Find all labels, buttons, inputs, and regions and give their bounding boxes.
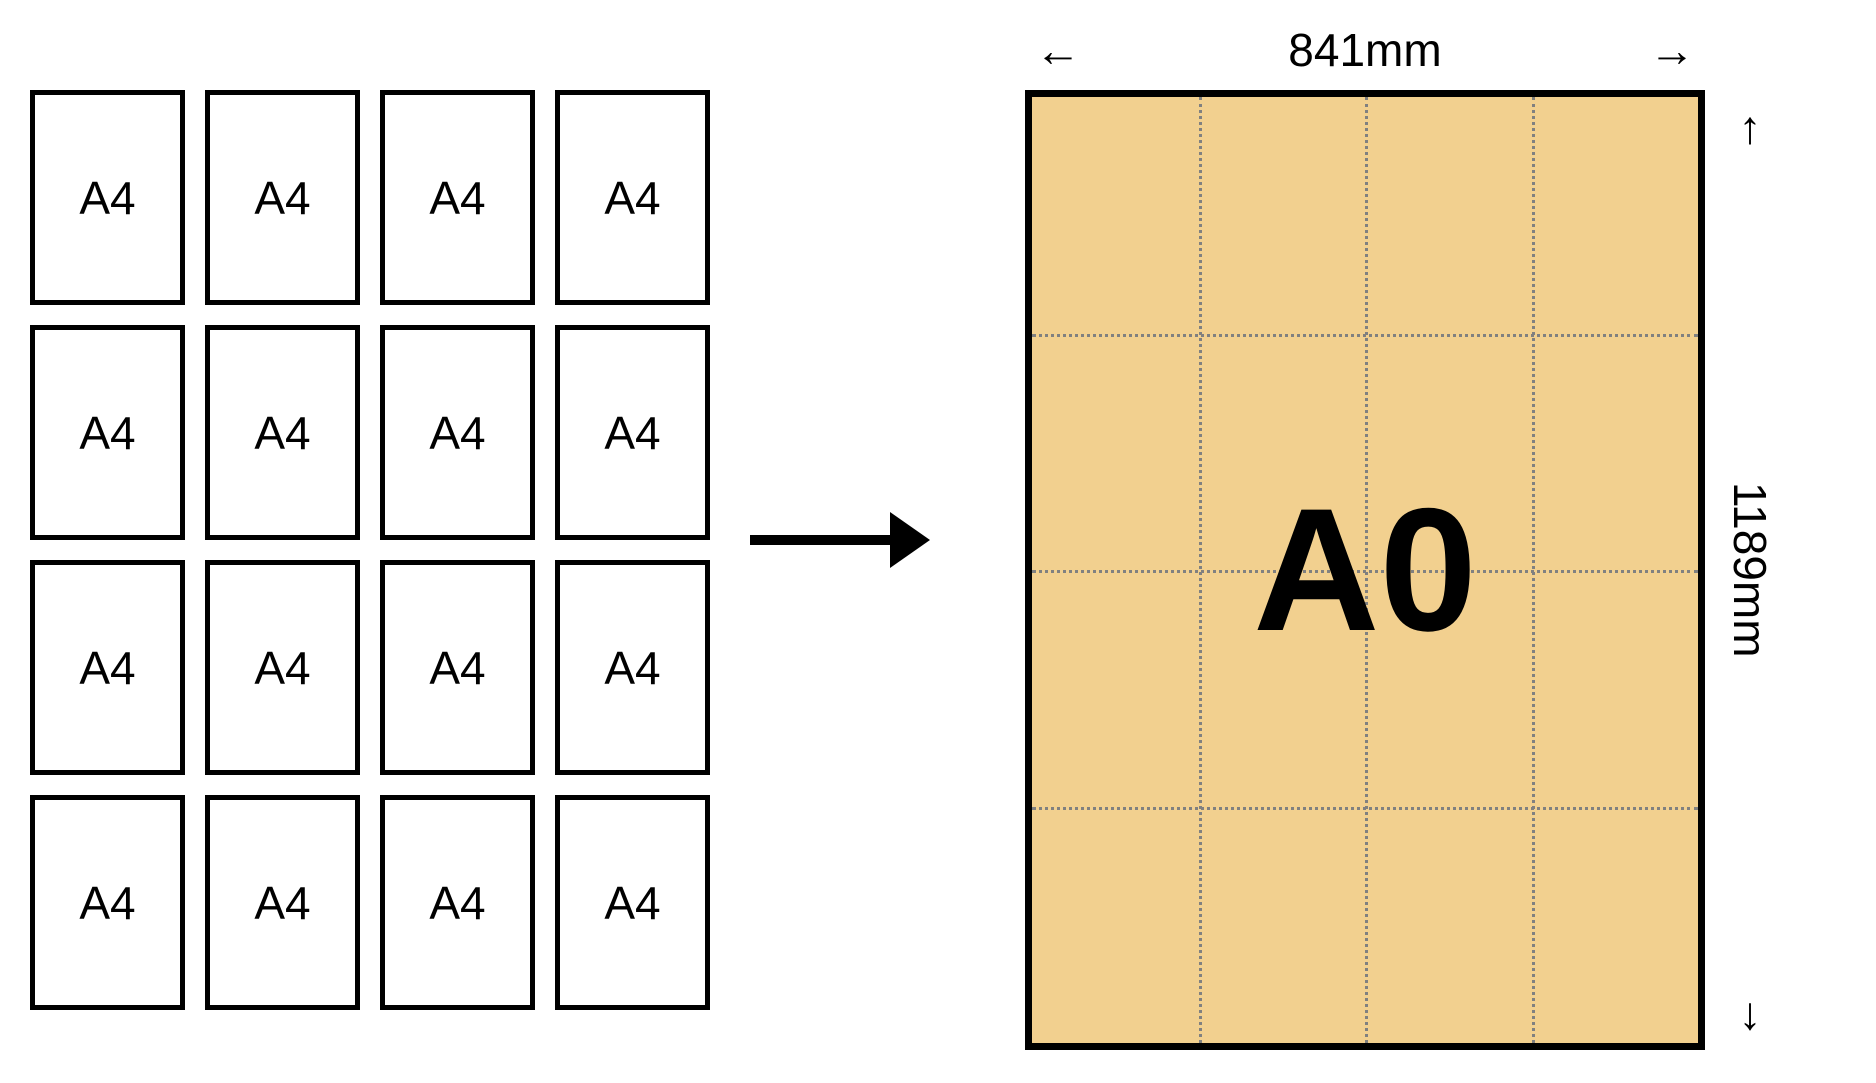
arrow-down-icon: ↓ (1739, 986, 1762, 1040)
a4-cell: A4 (380, 795, 535, 1010)
a4-cell: A4 (555, 795, 710, 1010)
a4-cell: A4 (380, 325, 535, 540)
width-dimension: ← 841mm → (1035, 20, 1695, 80)
arrow-left-icon: ← (1035, 23, 1081, 77)
a4-cell: A4 (555, 560, 710, 775)
height-dimension: ↑ 1189mm ↓ (1720, 100, 1780, 1040)
a4-cell: A4 (30, 90, 185, 305)
a4-cell: A4 (30, 795, 185, 1010)
a4-cell: A4 (205, 560, 360, 775)
diagram-canvas: A4A4A4A4A4A4A4A4A4A4A4A4A4A4A4A4 ← 841mm… (0, 0, 1876, 1083)
arrow-right-icon: → (1649, 23, 1695, 77)
a4-cell: A4 (30, 325, 185, 540)
a4-grid: A4A4A4A4A4A4A4A4A4A4A4A4A4A4A4A4 (30, 90, 710, 1010)
height-label: 1189mm (1723, 482, 1777, 658)
a0-label: A0 (1253, 470, 1477, 671)
a4-cell: A4 (380, 560, 535, 775)
width-label: 841mm (1288, 23, 1441, 77)
a4-cell: A4 (555, 90, 710, 305)
arrow-right-icon (750, 490, 930, 590)
a4-cell: A4 (205, 90, 360, 305)
a0-sheet: A0 (1025, 90, 1705, 1050)
a4-cell: A4 (205, 325, 360, 540)
a4-cell: A4 (380, 90, 535, 305)
transform-arrow (750, 490, 930, 590)
arrow-up-icon: ↑ (1739, 100, 1762, 154)
a4-cell: A4 (30, 560, 185, 775)
a4-cell: A4 (205, 795, 360, 1010)
a4-cell: A4 (555, 325, 710, 540)
